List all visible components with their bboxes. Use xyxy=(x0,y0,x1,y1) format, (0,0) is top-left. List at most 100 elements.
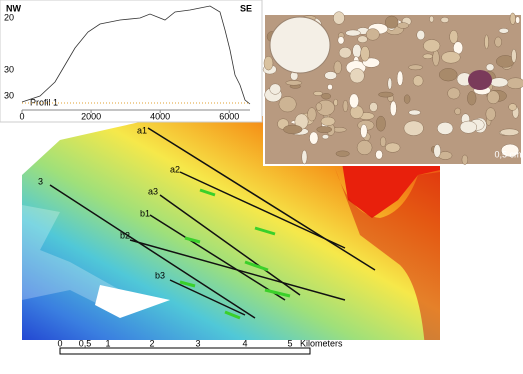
line-label: 3 xyxy=(38,176,43,186)
shell xyxy=(409,65,423,70)
scale-label: 1 xyxy=(105,338,110,348)
shell xyxy=(460,121,477,133)
shell xyxy=(515,17,519,24)
shell xyxy=(350,68,365,82)
se-label: SE xyxy=(240,3,252,13)
shell xyxy=(385,16,398,28)
shell xyxy=(433,50,440,66)
x-tick-label: 0 xyxy=(19,111,24,121)
shell xyxy=(325,72,337,80)
shell xyxy=(409,110,421,115)
scale-label: 0 xyxy=(57,338,62,348)
shell xyxy=(357,140,372,154)
y-tick-label: 20 xyxy=(4,12,14,22)
shell xyxy=(264,56,273,70)
shell xyxy=(322,93,331,99)
shell xyxy=(338,37,344,45)
shell xyxy=(495,37,502,47)
line-label: b1 xyxy=(140,208,150,218)
shell xyxy=(468,70,492,90)
shell xyxy=(270,17,330,73)
y-tick-label: 30 xyxy=(4,64,14,74)
photo-scale: 0,5 cm xyxy=(494,149,521,159)
shell xyxy=(417,30,425,40)
shell xyxy=(423,54,433,59)
shell xyxy=(353,44,362,57)
shell xyxy=(279,97,296,112)
shell xyxy=(309,132,318,144)
profile-name: Profil 1 xyxy=(30,97,58,107)
line-label: a1 xyxy=(137,125,147,135)
shell xyxy=(388,78,392,89)
shell xyxy=(509,104,517,111)
shell xyxy=(316,103,322,111)
shell xyxy=(404,95,410,104)
figure: a1a2a3b1b23b3 00,512345Kilometers 0,5 cm… xyxy=(0,0,523,369)
shell xyxy=(378,92,393,97)
shell xyxy=(441,17,449,22)
shell xyxy=(404,121,423,136)
shell xyxy=(270,84,281,95)
shell xyxy=(361,46,370,61)
shell xyxy=(510,13,516,25)
shell xyxy=(467,91,476,105)
shell xyxy=(283,125,302,134)
scale-label: 4 xyxy=(242,338,247,348)
shell xyxy=(380,137,386,147)
shell xyxy=(499,28,509,33)
shell xyxy=(339,47,351,58)
line-label: a3 xyxy=(148,186,158,196)
line-label: a2 xyxy=(170,164,180,174)
shell xyxy=(334,61,342,74)
shell xyxy=(423,39,440,52)
shell xyxy=(448,88,460,99)
shell xyxy=(511,49,516,62)
scale-label: 5 xyxy=(287,338,292,348)
shell xyxy=(486,64,494,71)
y-tick-label: 30 xyxy=(4,90,14,100)
shell xyxy=(366,29,379,41)
shell xyxy=(413,76,423,86)
shell xyxy=(317,126,332,132)
line-label: b3 xyxy=(155,270,165,280)
x-tick-label: 2000 xyxy=(81,111,101,121)
shell xyxy=(334,99,338,106)
shell xyxy=(455,108,461,115)
shell xyxy=(370,102,378,111)
scale-label: 3 xyxy=(195,338,200,348)
photo: 0,5 cm xyxy=(263,12,523,165)
shell xyxy=(434,144,441,157)
shell xyxy=(336,151,350,157)
shell xyxy=(307,108,316,122)
shell xyxy=(429,16,433,22)
shell xyxy=(486,108,496,121)
shell xyxy=(358,36,368,43)
shell xyxy=(321,117,335,126)
shell xyxy=(462,155,468,165)
shell xyxy=(441,52,460,64)
shell xyxy=(345,30,360,36)
shell xyxy=(397,23,408,29)
shell xyxy=(343,100,348,112)
scale-label: Kilometers xyxy=(300,338,343,348)
x-tick-label: 4000 xyxy=(150,111,170,121)
shell xyxy=(397,71,403,86)
shell xyxy=(322,135,329,139)
shell xyxy=(314,91,323,95)
shell xyxy=(286,80,302,85)
shell xyxy=(376,150,383,159)
shell xyxy=(376,116,385,131)
shell xyxy=(361,124,368,138)
shell xyxy=(349,94,358,108)
shell xyxy=(500,129,519,136)
shell xyxy=(302,150,307,164)
line-label: b2 xyxy=(120,230,130,240)
scale-bar xyxy=(60,348,310,354)
shell xyxy=(485,35,489,49)
scale-label: 2 xyxy=(149,338,154,348)
shell xyxy=(439,68,457,81)
shell xyxy=(450,30,458,43)
shell xyxy=(507,78,523,89)
shell xyxy=(385,143,400,153)
